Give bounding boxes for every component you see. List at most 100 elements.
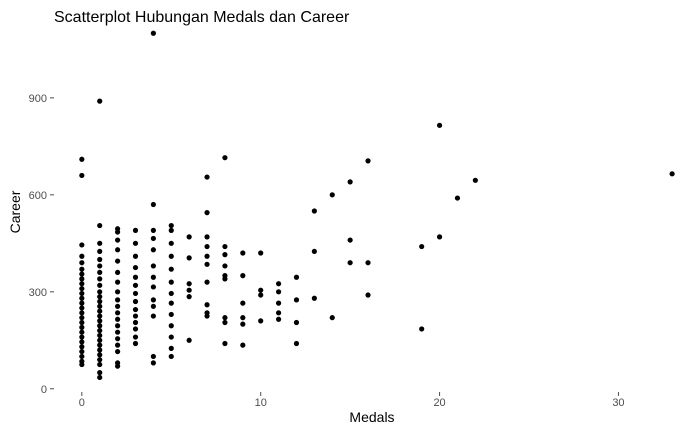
data-point	[204, 279, 210, 285]
x-tick-label: 30	[612, 397, 624, 409]
data-point	[132, 253, 139, 259]
data-point	[329, 192, 335, 198]
data-point	[79, 344, 85, 350]
data-point	[222, 315, 228, 321]
data-point	[97, 337, 103, 343]
data-point	[132, 319, 139, 326]
data-point	[79, 276, 85, 282]
data-point	[115, 348, 121, 355]
data-point	[132, 306, 139, 313]
data-point	[97, 282, 103, 288]
data-point	[79, 300, 85, 306]
data-point	[97, 308, 103, 314]
data-point	[79, 253, 85, 259]
data-point	[115, 323, 121, 329]
data-point	[240, 315, 246, 321]
data-point	[79, 315, 85, 321]
data-point	[115, 279, 121, 285]
data-point	[132, 274, 139, 280]
data-point	[97, 269, 103, 276]
y-tick-label: 600	[29, 190, 47, 202]
data-point	[222, 155, 228, 161]
data-point	[115, 310, 121, 316]
data-point	[132, 313, 139, 319]
data-point	[150, 353, 156, 360]
data-point	[97, 323, 103, 329]
data-point	[79, 295, 85, 301]
data-point	[79, 339, 85, 345]
data-point	[97, 263, 103, 269]
data-point	[150, 297, 156, 303]
data-point	[79, 329, 85, 335]
data-point	[168, 222, 174, 229]
data-point	[204, 253, 210, 259]
data-point	[79, 290, 85, 297]
data-point	[79, 334, 85, 340]
data-point	[258, 318, 264, 324]
data-point	[168, 353, 174, 360]
data-point	[204, 210, 210, 216]
data-point	[419, 243, 425, 250]
data-point	[150, 247, 156, 253]
data-point	[204, 174, 210, 180]
data-points	[79, 30, 675, 381]
x-axis-label: Medals	[349, 409, 394, 425]
data-point	[97, 248, 103, 255]
data-point	[240, 321, 246, 327]
data-point	[79, 260, 85, 266]
data-point	[222, 276, 228, 282]
data-point	[258, 250, 264, 256]
data-point	[97, 327, 103, 334]
data-point	[132, 340, 139, 347]
x-tick-label: 0	[79, 397, 85, 409]
data-point	[186, 294, 192, 300]
data-point	[150, 227, 156, 233]
data-point	[97, 289, 103, 295]
data-point	[79, 353, 85, 360]
data-point	[97, 357, 103, 363]
y-tick-label: 900	[29, 93, 47, 105]
data-point	[365, 260, 371, 266]
data-point	[347, 260, 353, 266]
data-point	[132, 290, 139, 297]
data-point	[79, 310, 85, 316]
data-point	[204, 234, 210, 240]
data-point	[168, 345, 174, 351]
x-tick-label: 20	[433, 397, 445, 409]
data-point	[168, 323, 174, 329]
data-point	[293, 297, 300, 303]
data-point	[222, 319, 228, 326]
data-point	[365, 292, 371, 298]
data-point	[222, 263, 228, 269]
data-point	[132, 298, 139, 305]
data-point	[79, 361, 85, 368]
data-point	[97, 361, 103, 368]
data-point	[97, 240, 103, 246]
data-point	[275, 310, 282, 316]
data-point	[115, 258, 121, 264]
data-point	[97, 303, 103, 309]
data-point	[168, 266, 174, 272]
data-point	[669, 171, 675, 177]
data-point	[115, 247, 121, 253]
data-point	[97, 342, 103, 348]
data-point	[132, 326, 139, 332]
data-point	[79, 324, 85, 330]
data-point	[97, 313, 103, 319]
data-point	[115, 289, 121, 295]
data-point	[150, 360, 156, 366]
data-point	[329, 315, 335, 321]
data-point	[79, 319, 85, 326]
data-point	[204, 313, 210, 319]
y-tick-label: 300	[29, 287, 47, 299]
data-point	[115, 303, 121, 309]
data-point	[168, 311, 174, 318]
data-point	[240, 342, 246, 348]
data-point	[186, 337, 192, 343]
data-point	[293, 274, 300, 280]
data-point	[150, 313, 156, 319]
data-point	[150, 30, 156, 36]
data-point	[79, 242, 85, 248]
data-point	[275, 289, 282, 295]
